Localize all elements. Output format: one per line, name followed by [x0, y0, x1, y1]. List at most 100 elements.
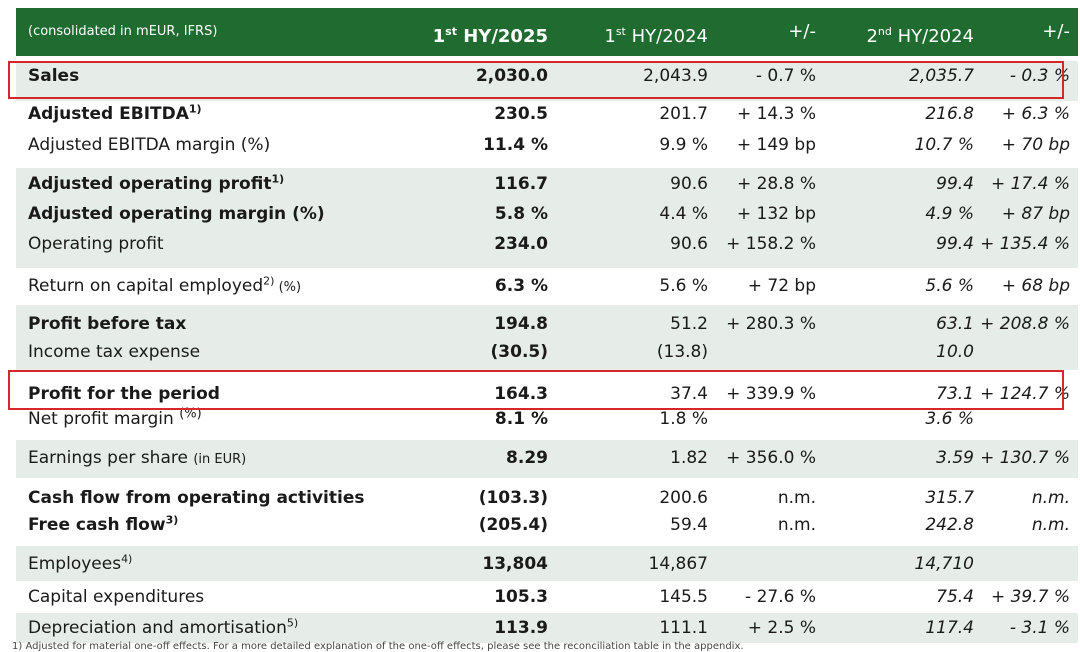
- change-vs-2nd-hy-2024: + 39.7 %: [990, 587, 1070, 607]
- row-label: Earnings per share (in EUR): [28, 448, 247, 468]
- table-row-free-cash-flow: Free cash flow3) (205.4) 59.4 n.m. 242.8…: [16, 511, 1078, 539]
- row-label: Free cash flow3): [28, 513, 179, 535]
- row-label: Return on capital employed2) (%): [28, 274, 302, 296]
- value-2nd-hy-2024: 10.0: [936, 342, 974, 362]
- table-row-sales: Sales 2,030.0 2,043.9 - 0.7 % 2,035.7 - …: [16, 62, 1078, 90]
- value-1st-hy-2025: 8.1 %: [494, 409, 548, 429]
- value-1st-hy-2024: 111.1: [659, 618, 708, 638]
- table-row-adjusted-ebitda: Adjusted EBITDA1) 230.5 201.7 + 14.3 % 2…: [16, 100, 1078, 128]
- header-note: (consolidated in mEUR, IFRS): [28, 24, 218, 39]
- value-1st-hy-2024: 59.4: [670, 515, 708, 535]
- value-1st-hy-2025: 5.8 %: [494, 204, 548, 224]
- value-1st-hy-2025: 113.9: [494, 618, 548, 638]
- band-ebitda: [16, 101, 1078, 168]
- change-vs-2nd-hy-2024: + 124.7 %: [980, 384, 1070, 404]
- value-1st-hy-2024: 14,867: [648, 554, 708, 574]
- value-1st-hy-2025: 11.4 %: [483, 135, 548, 155]
- footnote: 1) Adjusted for material one-off effects…: [12, 641, 744, 652]
- value-1st-hy-2025: 13,804: [482, 554, 548, 574]
- change-vs-1st-hy-2024: + 339.9 %: [726, 384, 816, 404]
- value-2nd-hy-2024: 242.8: [925, 515, 974, 535]
- row-label: Capital expenditures: [28, 587, 205, 607]
- value-1st-hy-2025: 105.3: [494, 587, 548, 607]
- change-vs-1st-hy-2024: - 27.6 %: [745, 587, 816, 607]
- band-profit-period: [16, 370, 1078, 440]
- change-vs-2nd-hy-2024: n.m.: [1031, 515, 1070, 535]
- change-vs-1st-hy-2024: n.m.: [777, 488, 816, 508]
- band-depreciation: [16, 613, 1078, 643]
- value-1st-hy-2024: 2,043.9: [643, 66, 708, 86]
- row-label: Income tax expense: [28, 342, 201, 362]
- change-vs-1st-hy-2024: + 28.8 %: [736, 174, 816, 194]
- row-label: Adjusted operating profit1): [28, 172, 285, 194]
- value-2nd-hy-2024: 3.59: [936, 448, 974, 468]
- highlight-box-sales: [8, 61, 1064, 99]
- header-col-1st-hy-2024: 1st HY/2024: [604, 25, 708, 47]
- value-2nd-hy-2024: 99.4: [936, 234, 974, 254]
- table-row-income-tax-expense: Income tax expense (30.5) (13.8) 10.0: [16, 338, 1078, 366]
- change-vs-1st-hy-2024: + 14.3 %: [736, 104, 816, 124]
- value-1st-hy-2024: 37.4: [670, 384, 708, 404]
- value-1st-hy-2025: 6.3 %: [494, 276, 548, 296]
- table-row-return-on-capital-employed: Return on capital employed2) (%) 6.3 % 5…: [16, 272, 1078, 300]
- value-2nd-hy-2024: 14,710: [914, 554, 974, 574]
- header-col-2nd-hy-2024: 2nd HY/2024: [866, 25, 974, 47]
- header-col-change-1: +/-: [788, 21, 816, 42]
- value-1st-hy-2025: 116.7: [494, 174, 548, 194]
- value-1st-hy-2025: 230.5: [494, 104, 548, 124]
- change-vs-2nd-hy-2024: + 135.4 %: [980, 234, 1070, 254]
- change-vs-2nd-hy-2024: - 0.3 %: [1009, 66, 1070, 86]
- change-vs-2nd-hy-2024: + 87 bp: [1001, 204, 1070, 224]
- change-vs-2nd-hy-2024: - 3.1 %: [1009, 618, 1070, 638]
- value-1st-hy-2024: 9.9 %: [659, 135, 708, 155]
- table-row-adjusted-ebitda-margin: Adjusted EBITDA margin (%) 11.4 % 9.9 % …: [16, 131, 1078, 159]
- value-1st-hy-2024: 51.2: [670, 314, 708, 334]
- value-2nd-hy-2024: 2,035.7: [909, 66, 974, 86]
- band-capex: [16, 581, 1078, 613]
- value-1st-hy-2025: (205.4): [478, 515, 548, 535]
- row-label: Profit before tax: [28, 314, 187, 334]
- value-1st-hy-2024: 1.82: [670, 448, 708, 468]
- value-1st-hy-2024: 90.6: [670, 234, 708, 254]
- band-operating: [16, 168, 1078, 268]
- band-roce: [16, 268, 1078, 305]
- change-vs-1st-hy-2024: + 280.3 %: [726, 314, 816, 334]
- row-label: Cash flow from operating activities: [28, 488, 365, 508]
- table-row-operating-profit: Operating profit 234.0 90.6 + 158.2 % 99…: [16, 230, 1078, 258]
- value-2nd-hy-2024: 10.7 %: [914, 135, 974, 155]
- row-label: Profit for the period: [28, 384, 220, 404]
- change-vs-1st-hy-2024: + 158.2 %: [726, 234, 816, 254]
- band-profit-before-tax: [16, 305, 1078, 370]
- value-1st-hy-2024: 5.6 %: [659, 276, 708, 296]
- band-employees: [16, 546, 1078, 581]
- header-col-1st-hy-2025: 1st HY/2025: [432, 25, 548, 47]
- change-vs-1st-hy-2024: + 132 bp: [736, 204, 816, 224]
- table-row-cash-flow-operating: Cash flow from operating activities (103…: [16, 484, 1078, 512]
- header-col-change-2: +/-: [1042, 21, 1070, 42]
- table-row-adjusted-operating-margin: Adjusted operating margin (%) 5.8 % 4.4 …: [16, 200, 1078, 228]
- band-eps: [16, 440, 1078, 478]
- value-1st-hy-2024: 90.6: [670, 174, 708, 194]
- value-2nd-hy-2024: 117.4: [925, 618, 974, 638]
- value-2nd-hy-2024: 216.8: [925, 104, 974, 124]
- value-1st-hy-2025: (30.5): [490, 342, 548, 362]
- table-row-earnings-per-share: Earnings per share (in EUR) 8.29 1.82 + …: [16, 444, 1078, 472]
- table-row-adjusted-operating-profit: Adjusted operating profit1) 116.7 90.6 +…: [16, 170, 1078, 198]
- band-sales: [16, 61, 1078, 101]
- row-label: Employees4): [28, 552, 133, 574]
- value-1st-hy-2024: 1.8 %: [659, 409, 708, 429]
- row-label: Sales: [28, 66, 80, 86]
- value-1st-hy-2025: 194.8: [494, 314, 548, 334]
- change-vs-2nd-hy-2024: + 68 bp: [1001, 276, 1070, 296]
- value-1st-hy-2025: (103.3): [478, 488, 548, 508]
- value-2nd-hy-2024: 99.4: [936, 174, 974, 194]
- change-vs-2nd-hy-2024: + 208.8 %: [980, 314, 1070, 334]
- row-label: Adjusted EBITDA margin (%): [28, 135, 271, 155]
- value-2nd-hy-2024: 3.6 %: [925, 409, 974, 429]
- value-1st-hy-2024: (13.8): [656, 342, 708, 362]
- value-2nd-hy-2024: 4.9 %: [925, 204, 974, 224]
- value-1st-hy-2025: 234.0: [494, 234, 548, 254]
- table-row-depreciation-amortisation: Depreciation and amortisation5) 113.9 11…: [16, 614, 1078, 642]
- value-2nd-hy-2024: 73.1: [936, 384, 974, 404]
- value-2nd-hy-2024: 75.4: [936, 587, 974, 607]
